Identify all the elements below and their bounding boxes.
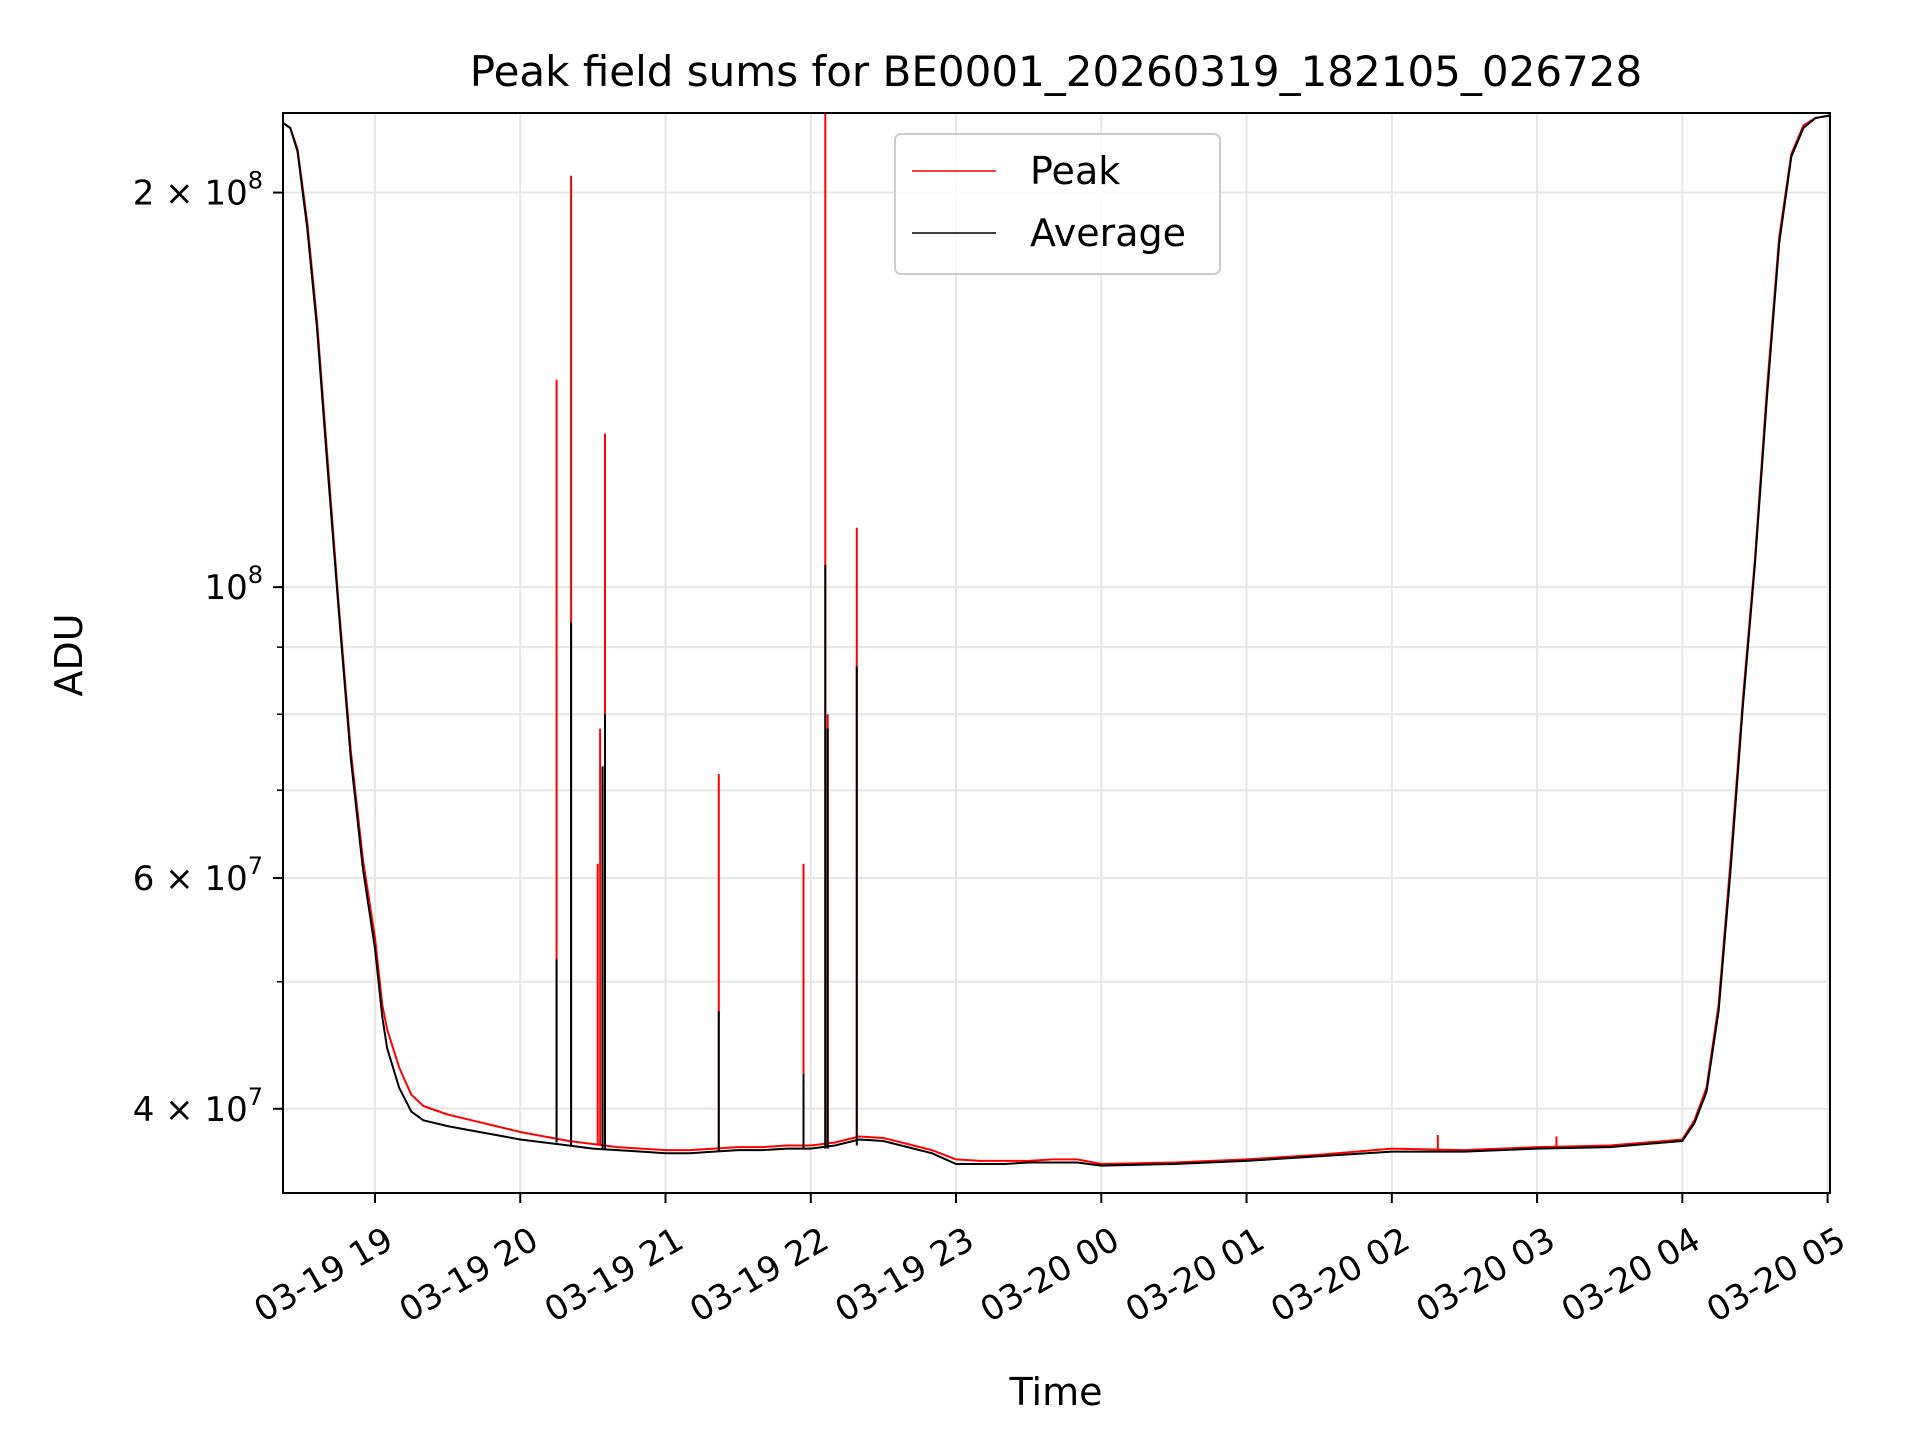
y-tick-label: 2 × 108: [133, 167, 263, 214]
series-peak-line: [283, 114, 1830, 1165]
legend-peak-label: Peak: [1030, 149, 1120, 193]
series-layer: [283, 113, 1830, 1167]
y-tick-label: 108: [204, 561, 263, 608]
legend-average-label: Average: [1030, 211, 1186, 255]
y-tick-label: 4 × 107: [133, 1083, 263, 1130]
legend: Peak Average: [894, 133, 1221, 275]
x-axis-label: Time: [1009, 1370, 1103, 1414]
legend-box: [894, 133, 1221, 275]
y-axis: 4 × 107 6 × 107 108 2 × 108: [133, 167, 283, 1130]
grid: [283, 113, 1830, 1193]
series-average: [283, 114, 1830, 1167]
y-axis-label: ADU: [47, 613, 91, 696]
chart-title: Peak field sums for BE0001_20260319_1821…: [470, 47, 1642, 96]
axes-frame: [282, 112, 1831, 1194]
y-tick-label: 6 × 107: [133, 852, 263, 899]
series-average-line: [283, 114, 1830, 1167]
